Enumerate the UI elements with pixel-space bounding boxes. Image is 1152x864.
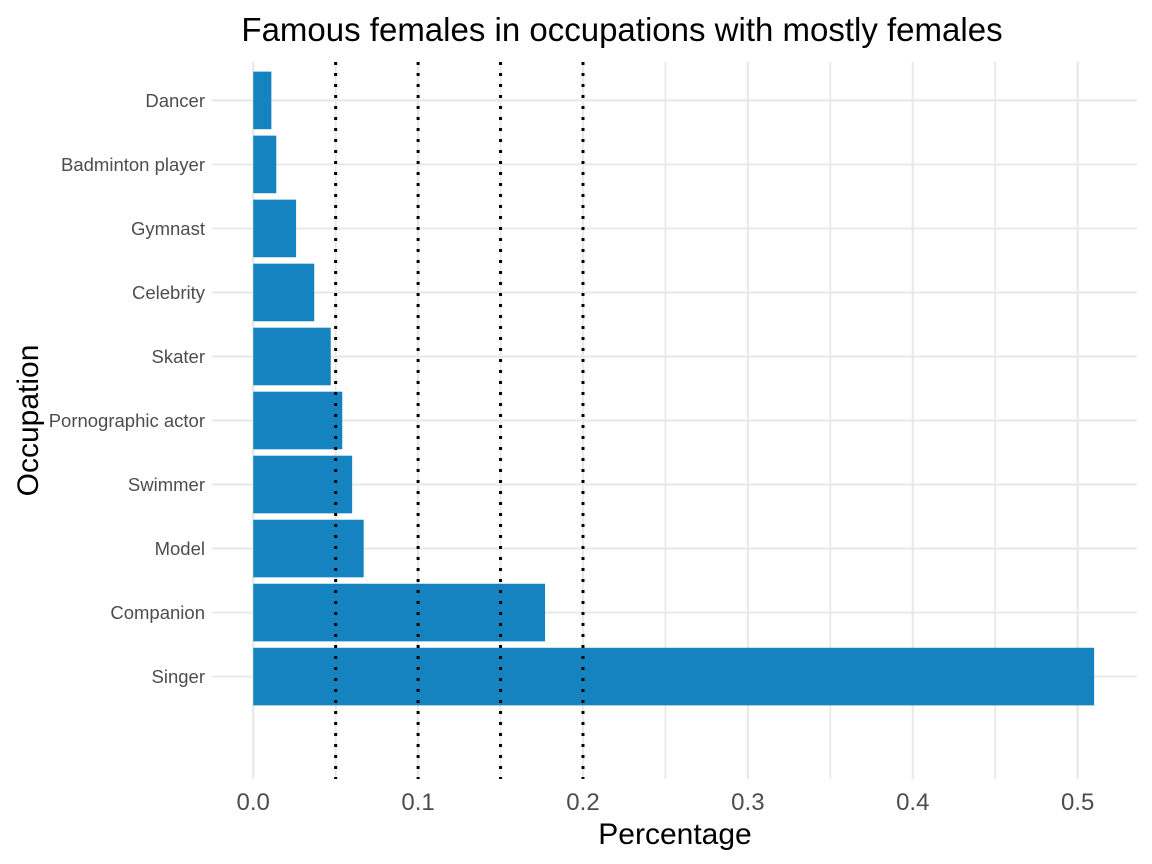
y-axis-tick-labels: Dancer Badminton player Gymnast Celebrity Sk… — [49, 90, 206, 687]
x-tick-label-0.2: 0.2 — [566, 789, 599, 816]
x-tick-label-0.4: 0.4 — [896, 789, 929, 816]
x-axis-tick-labels: 0.0 0.1 0.2 0.3 0.4 0.5 — [237, 789, 1095, 816]
chart-title: Famous females in occupations with mostl… — [241, 11, 1002, 48]
bar-dancer — [253, 71, 272, 130]
bar-badminton-player — [253, 135, 277, 194]
bar-model — [253, 519, 364, 578]
bar-pornographic-actor — [253, 391, 343, 450]
y-tick-label-companion: Companion — [110, 602, 205, 623]
y-tick-label-badminton-player: Badminton player — [61, 154, 205, 175]
bars — [253, 71, 1095, 706]
bar-skater — [253, 327, 331, 386]
y-tick-label-celebrity: Celebrity — [132, 282, 206, 303]
y-tick-label-dancer: Dancer — [145, 90, 205, 111]
y-axis-title: Occupation — [12, 345, 45, 497]
y-tick-label-singer: Singer — [152, 666, 205, 687]
y-tick-label-gymnast: Gymnast — [131, 218, 205, 239]
x-tick-label-0.1: 0.1 — [401, 789, 434, 816]
y-tick-label-skater: Skater — [152, 346, 205, 367]
x-tick-label-0.0: 0.0 — [237, 789, 270, 816]
x-axis-title: Percentage — [598, 818, 751, 851]
bar-celebrity — [253, 263, 315, 322]
bar-singer — [253, 647, 1095, 706]
y-tick-label-pornographic-actor: Pornographic actor — [49, 410, 205, 431]
x-tick-label-0.3: 0.3 — [731, 789, 764, 816]
x-tick-label-0.5: 0.5 — [1061, 789, 1094, 816]
y-tick-label-swimmer: Swimmer — [128, 474, 205, 495]
y-tick-label-model: Model — [155, 538, 205, 559]
bar-swimmer — [253, 455, 353, 514]
bar-gymnast — [253, 199, 297, 258]
bar-companion — [253, 583, 546, 642]
